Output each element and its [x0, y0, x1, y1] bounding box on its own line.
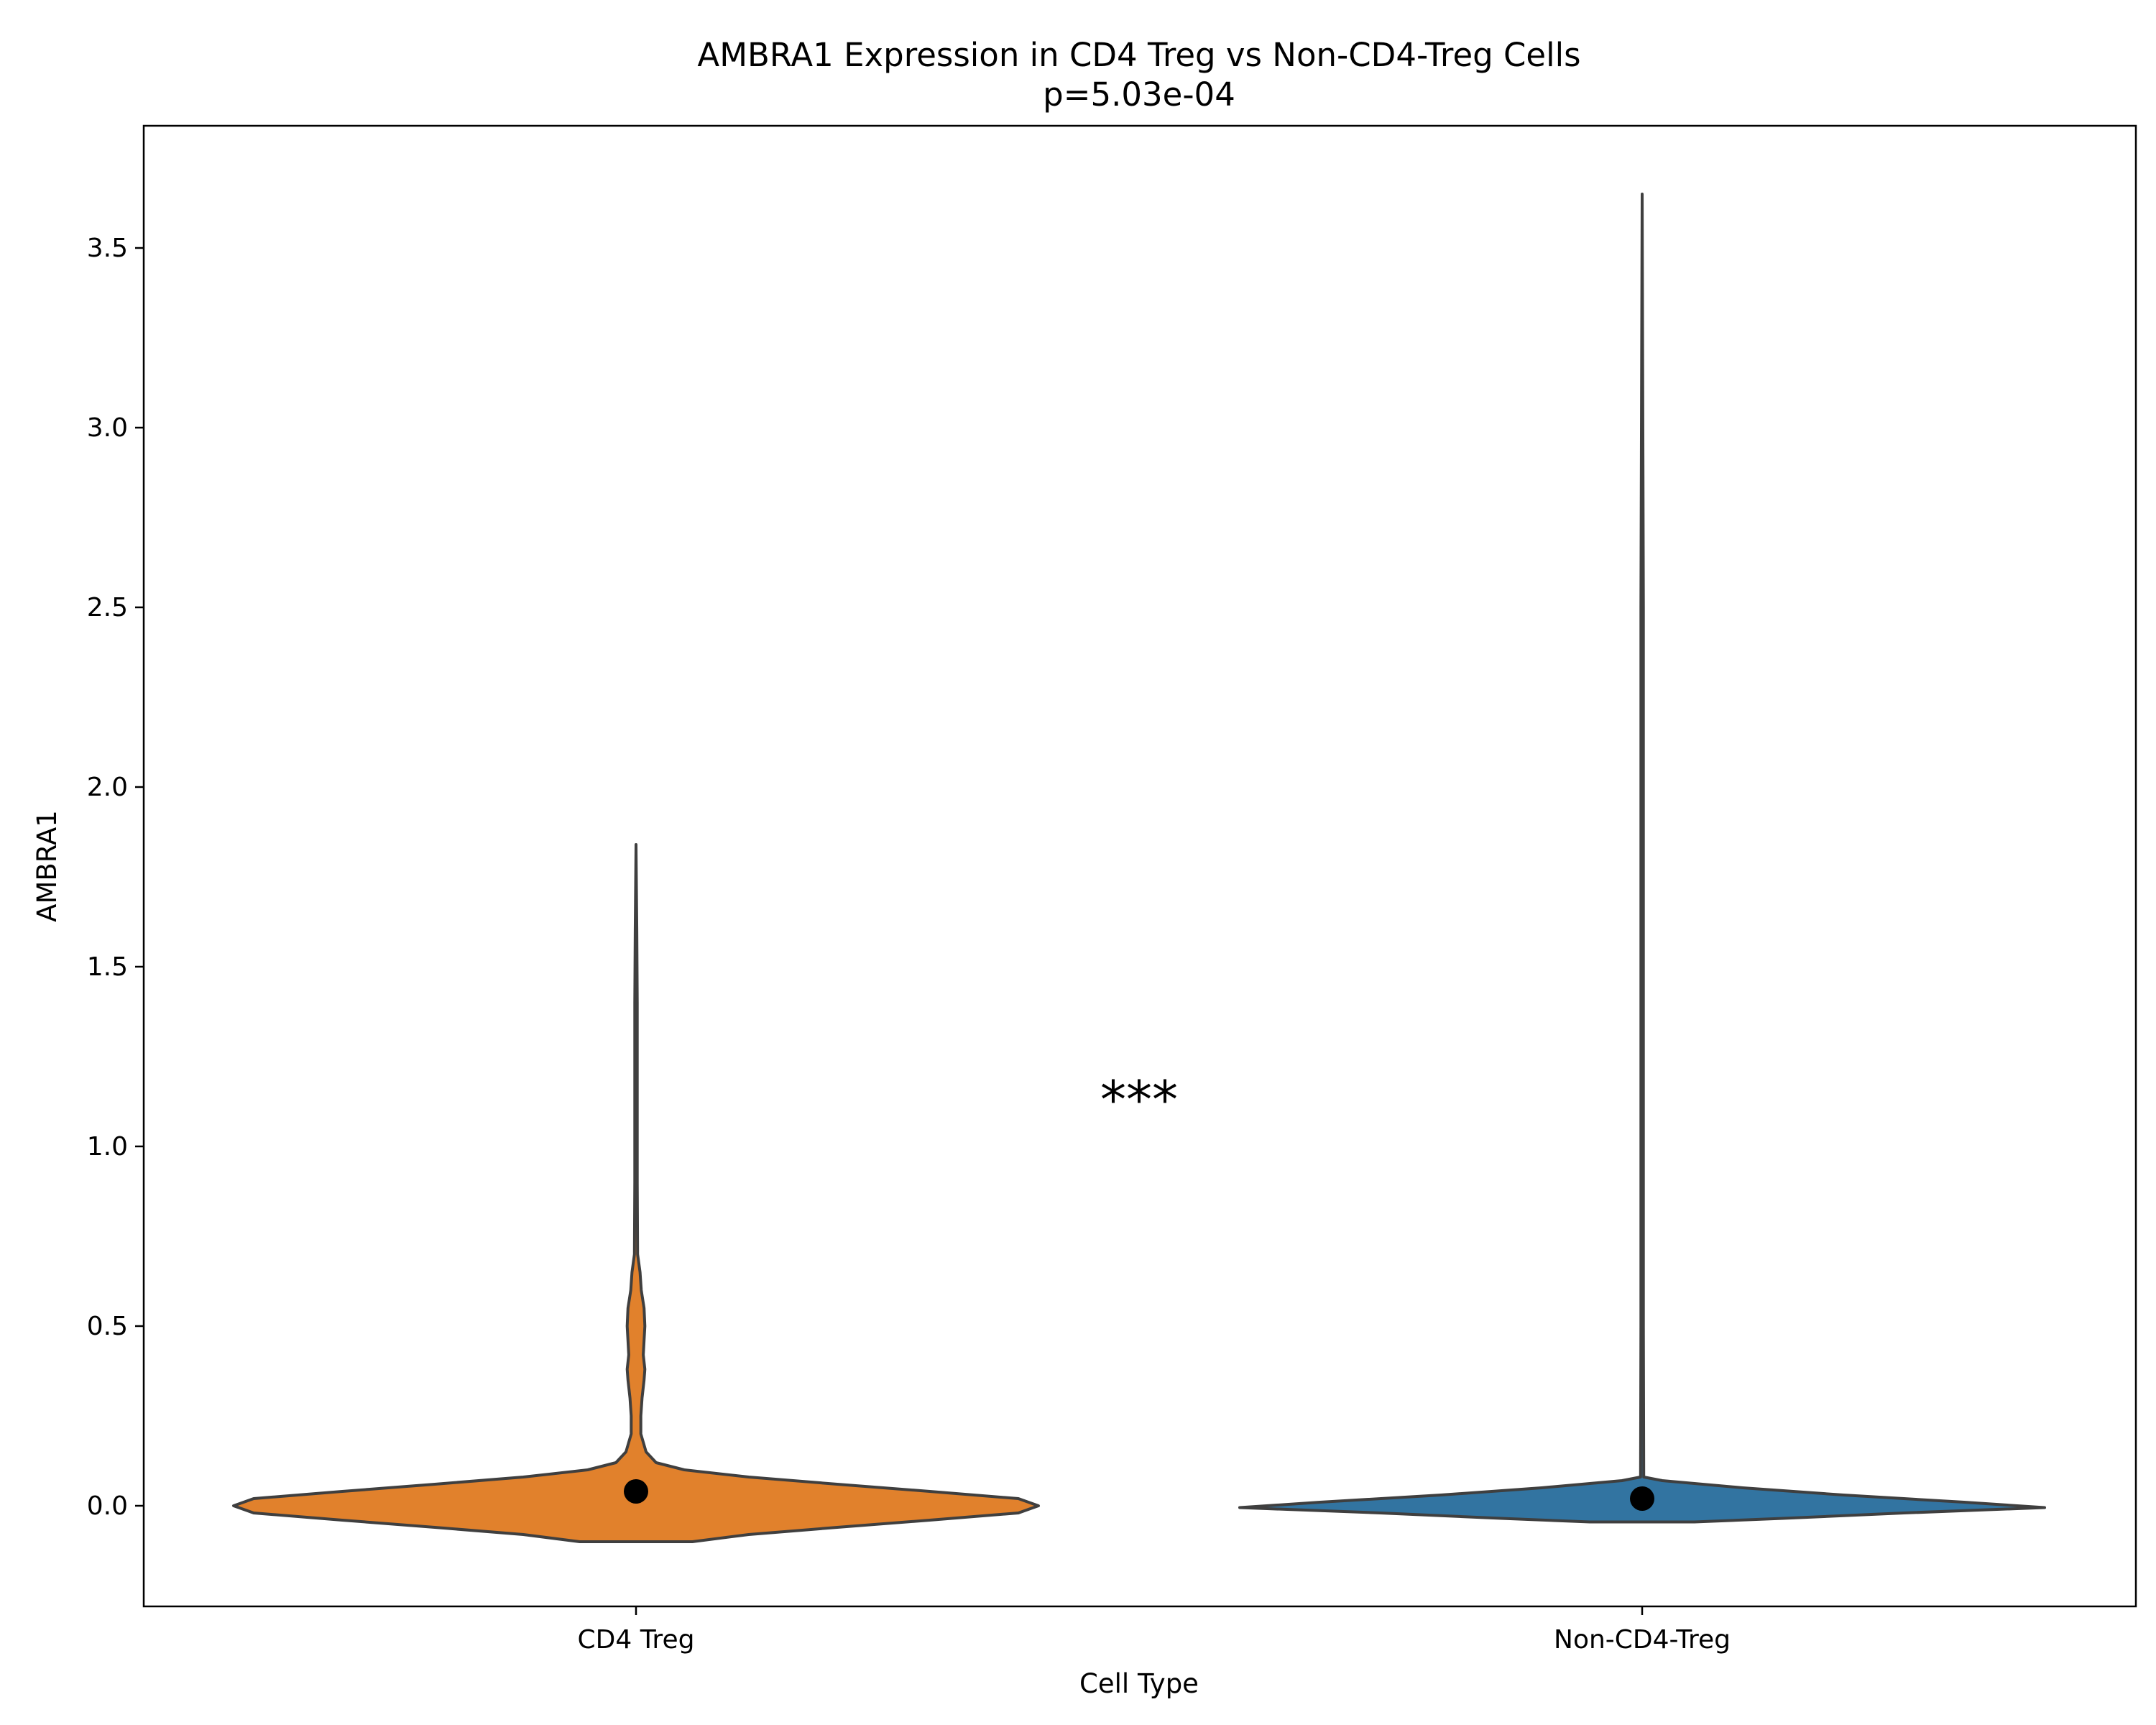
plot-frame [142, 124, 2137, 1608]
violin-body [1238, 193, 2046, 1524]
chart-subtitle: p=5.03e-04 [1043, 75, 1235, 114]
violins-layer [232, 193, 2046, 1543]
violin-body [232, 843, 1040, 1543]
x-tick-label: CD4 Treg [578, 1625, 695, 1655]
significance-stars: *** [1100, 1070, 1178, 1130]
mean-marker [1630, 1486, 1654, 1511]
y-tick-label: 2.5 [87, 593, 128, 622]
x-axis: CD4 Treg Non-CD4-Treg [578, 1606, 1731, 1655]
y-tick-label: 0.5 [87, 1312, 128, 1341]
y-tick-label: 1.5 [87, 952, 128, 982]
y-axis: 0.0 0.5 1.0 1.5 2.0 2.5 3.0 3.5 [87, 234, 144, 1521]
y-tick-label: 2.0 [87, 773, 128, 802]
chart-title: AMBRA1 Expression in CD4 Treg vs Non-CD4… [697, 36, 1580, 74]
y-tick-label: 1.0 [87, 1132, 128, 1162]
y-axis-label: AMBRA1 [32, 810, 63, 922]
x-tick-label: Non-CD4-Treg [1554, 1625, 1731, 1655]
y-tick-label: 0.0 [87, 1491, 128, 1521]
y-tick-label: 3.5 [87, 234, 128, 263]
y-tick-label: 3.0 [87, 413, 128, 443]
mean-marker [624, 1479, 648, 1504]
x-axis-label: Cell Type [1079, 1668, 1199, 1699]
